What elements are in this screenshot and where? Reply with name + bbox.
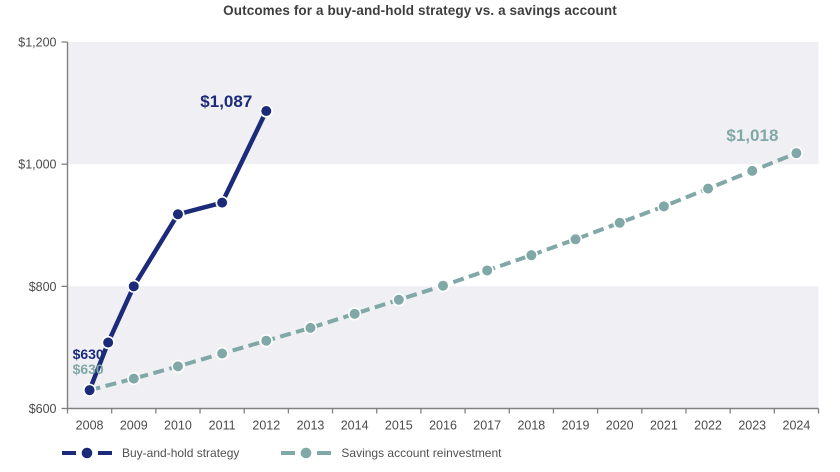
data-point-teal	[348, 307, 362, 321]
data-point-teal	[303, 321, 318, 335]
data-point-teal	[127, 371, 141, 386]
y-tick-label: $1,000	[18, 158, 56, 172]
x-tick-label: 2017	[473, 419, 501, 433]
data-point-teal	[613, 216, 627, 230]
x-tick-label: 2019	[562, 419, 590, 433]
x-tick-label: 2010	[164, 419, 192, 433]
data-point-teal	[524, 248, 538, 262]
data-point-navy	[82, 383, 97, 397]
x-tick-label: 2015	[385, 419, 413, 433]
legend-item-buy-and-hold: Buy-and-hold strategy	[62, 445, 239, 461]
x-tick-label: 2012	[252, 419, 280, 433]
savings-line-marker-icon	[281, 445, 332, 461]
x-tick-label: 2013	[297, 419, 325, 433]
x-tick-label: 2021	[650, 419, 678, 433]
x-tick-label: 2023	[738, 419, 766, 433]
data-point-navy	[259, 104, 273, 118]
x-tick-label: 2009	[120, 419, 148, 433]
axis-line	[66, 42, 819, 410]
x-tick-label: 2008	[76, 419, 104, 433]
data-point-navy	[171, 207, 185, 221]
series-line-navy	[87, 110, 269, 391]
data-point-teal	[657, 199, 671, 213]
data-point-navy	[127, 279, 141, 293]
data-point-teal	[745, 164, 759, 178]
chart-title: Outcomes for a buy-and-hold strategy vs.…	[223, 3, 617, 18]
data-point-teal	[789, 146, 804, 160]
legend-label: Savings account reinvestment	[341, 446, 502, 460]
y-tick-label: $800	[29, 280, 57, 294]
y-tick-label: $1,200	[18, 36, 56, 50]
data-point-teal	[215, 346, 229, 361]
data-point-teal	[392, 293, 406, 307]
x-tick-label: 2014	[341, 419, 369, 433]
value-annotation: $630	[73, 361, 104, 377]
x-tick-label: 2020	[606, 419, 634, 433]
data-point-teal	[480, 263, 494, 278]
value-annotation: $1,087	[200, 92, 252, 111]
plot-band	[67, 42, 819, 165]
data-point-teal	[171, 359, 185, 373]
data-point-teal	[701, 182, 715, 196]
value-annotation: $630	[73, 346, 104, 362]
x-tick-label: 2024	[783, 419, 811, 433]
buy-and-hold-line-marker-icon	[62, 445, 112, 461]
line-chart-canvas: $600 $800 $1,000 $1,200 2008 2009 2010 2011 2012…	[18, 36, 820, 433]
plot-band	[67, 286, 819, 409]
data-point-teal	[568, 232, 583, 246]
x-tick-label: 2016	[429, 419, 457, 433]
chart-legend: Buy-and-hold strategy Savings account re…	[62, 445, 544, 461]
legend-label: Buy-and-hold strategy	[122, 446, 240, 460]
x-tick-label: 2022	[694, 419, 722, 433]
value-annotation: $1,018	[726, 126, 778, 145]
legend-item-savings: Savings account reinvestment	[281, 445, 502, 461]
data-point-teal	[436, 279, 450, 293]
data-point-navy	[215, 196, 229, 210]
data-point-teal	[259, 334, 273, 348]
y-tick-label: $600	[29, 402, 57, 416]
x-tick-label: 2018	[517, 419, 545, 433]
x-tick-label: 2011	[209, 419, 236, 433]
data-point-navy	[101, 335, 115, 350]
